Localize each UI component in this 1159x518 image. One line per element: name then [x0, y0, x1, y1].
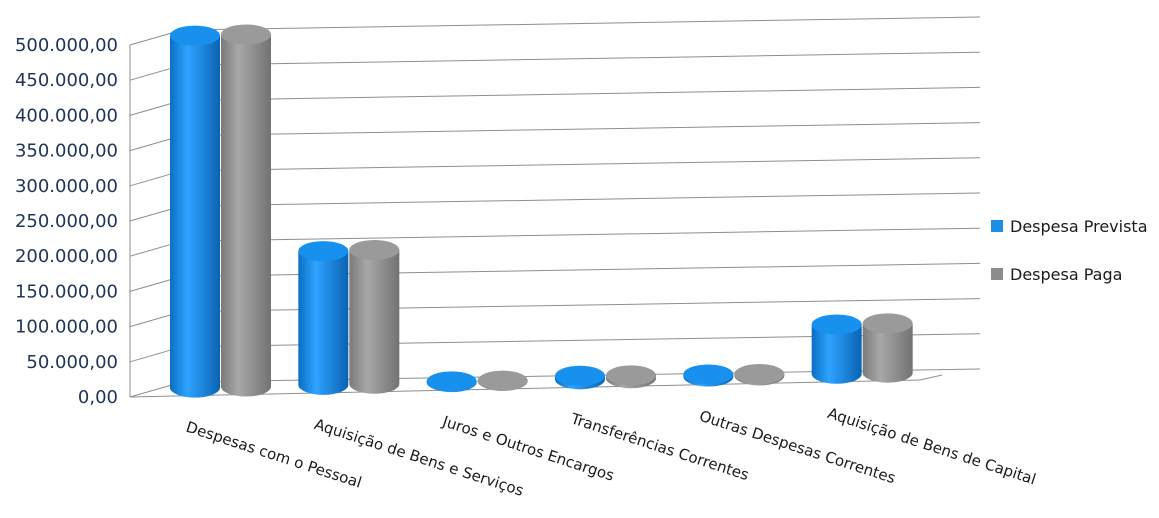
y-tick-label: 50.000,00: [26, 352, 118, 373]
y-tick-label: 200.000,00: [15, 246, 118, 267]
y-tick-label: 400.000,00: [15, 105, 118, 126]
legend-label: Despesa Paga: [1010, 265, 1122, 284]
y-tick-label: 100.000,00: [15, 317, 118, 338]
gridline: [182, 193, 980, 206]
bar-despesa-prevista: [555, 366, 605, 390]
legend-swatch: [991, 268, 1003, 280]
y-tick-label: 500.000,00: [15, 35, 118, 56]
bar-despesa-paga: [863, 313, 913, 382]
gridline: [182, 228, 980, 241]
y-tick-label: 350.000,00: [15, 141, 118, 162]
gridline: [182, 52, 980, 65]
bar-despesa-paga: [221, 25, 271, 397]
floor-edge: [920, 375, 942, 380]
y-tick-label: 250.000,00: [15, 211, 118, 232]
legend-label: Despesa Prevista: [1010, 217, 1148, 236]
bar-despesa-paga: [734, 364, 784, 385]
bar-despesa-prevista: [427, 371, 477, 392]
bar-despesa-prevista: [812, 315, 862, 384]
gridline: [182, 123, 980, 136]
bar-despesa-paga: [478, 371, 528, 391]
gridline: [182, 17, 980, 30]
y-tick-label: 0,00: [78, 387, 118, 408]
legend-swatch: [991, 220, 1003, 232]
bar-despesa-prevista: [683, 364, 733, 386]
y-tick-label: 150.000,00: [15, 281, 118, 302]
y-tick-label: 450.000,00: [15, 70, 118, 91]
bar-despesa-prevista: [298, 241, 348, 395]
gridline: [182, 87, 980, 100]
legend: Despesa Prevista Despesa Paga: [991, 217, 1148, 284]
bar-despesa-paga: [349, 240, 399, 394]
y-tick-label: 300.000,00: [15, 176, 118, 197]
y-axis: 0,00 50.000,00 100.000,00 150.000,00 200.000…: [15, 35, 118, 408]
bars: [170, 25, 913, 398]
bar-despesa-prevista: [170, 26, 220, 398]
bar-despesa-paga: [606, 365, 656, 388]
gridline: [182, 158, 980, 171]
